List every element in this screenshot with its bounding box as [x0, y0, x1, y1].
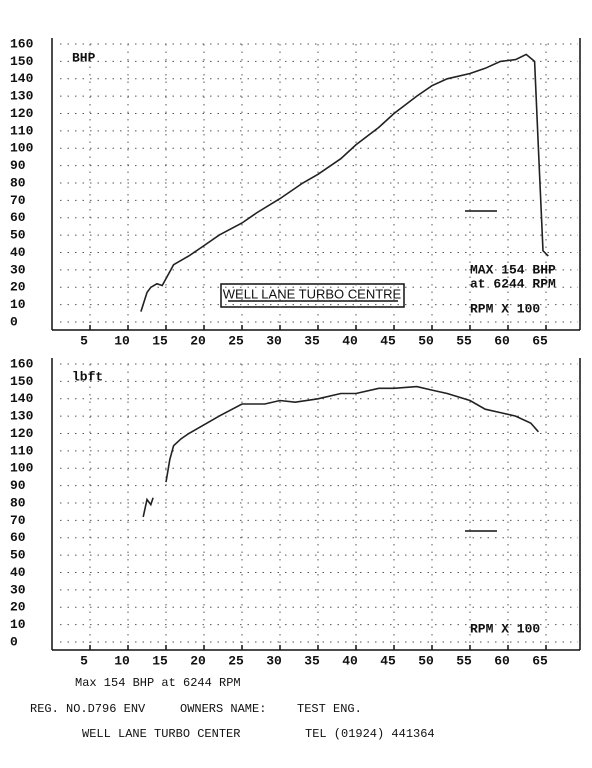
y-tick-label: 80: [10, 495, 26, 510]
x-tick-label: 55: [456, 333, 472, 348]
annotation: RPM X 100: [470, 621, 540, 636]
y-tick-label: 40: [10, 245, 26, 260]
x-tick-label: 10: [114, 653, 130, 668]
x-tick-label: 60: [494, 333, 510, 348]
x-tick-label: 30: [266, 333, 282, 348]
annotation: WELL LANE TURBO CENTRE: [223, 286, 402, 301]
y-tick-label: 50: [10, 228, 26, 243]
y-tick-label: 160: [10, 356, 34, 371]
x-tick-label: 15: [152, 333, 168, 348]
y-tick-label: 90: [10, 158, 26, 173]
y-tick-label: 30: [10, 582, 26, 597]
reg: REG. NO.D796 ENV: [30, 702, 146, 716]
y-tick-label: 40: [10, 565, 26, 580]
x-tick-label: 5: [80, 333, 88, 348]
x-tick-label: 50: [418, 653, 434, 668]
y-tick-label: 150: [10, 374, 34, 389]
x-tick-label: 15: [152, 653, 168, 668]
y-tick-label: 20: [10, 600, 26, 615]
y-tick-label: 110: [10, 123, 34, 138]
y-tick-label: 70: [10, 193, 26, 208]
y-tick-label: 120: [10, 106, 34, 121]
x-tick-label: 35: [304, 333, 320, 348]
y-tick-label: 120: [10, 426, 34, 441]
x-tick-label: 10: [114, 333, 130, 348]
y-tick-label: 80: [10, 175, 26, 190]
annotation: RPM X 100: [470, 301, 540, 316]
y-tick-label: 60: [10, 530, 26, 545]
y-tick-label: 140: [10, 391, 34, 406]
company: WELL LANE TURBO CENTER: [82, 727, 240, 741]
x-tick-label: 20: [190, 653, 206, 668]
x-tick-label: 45: [380, 333, 396, 348]
tel: TEL (01924) 441364: [305, 727, 435, 741]
curve: [142, 385, 540, 518]
y-tick-label: 100: [10, 461, 34, 476]
y-tick-label: 10: [10, 617, 26, 632]
x-tick-label: 5: [80, 653, 88, 668]
owner: OWNERS NAME:: [180, 702, 266, 716]
y-tick-label: 50: [10, 548, 26, 563]
y-tick-label: 60: [10, 210, 26, 225]
x-tick-label: 55: [456, 653, 472, 668]
engineer: TEST ENG.: [297, 702, 362, 716]
y-label: BHP: [72, 50, 96, 65]
x-tick-label: 25: [228, 333, 244, 348]
y-tick-label: 30: [10, 262, 26, 277]
y-tick-label: 0: [10, 634, 18, 649]
x-tick-label: 65: [532, 653, 548, 668]
x-tick-label: 35: [304, 653, 320, 668]
x-tick-label: 30: [266, 653, 282, 668]
x-tick-label: 25: [228, 653, 244, 668]
y-tick-label: 130: [10, 89, 34, 104]
curve: [140, 53, 549, 312]
x-tick-label: 45: [380, 653, 396, 668]
annotation: MAX 154 BHP: [470, 262, 556, 277]
x-tick-label: 40: [342, 333, 358, 348]
y-tick-label: 100: [10, 141, 34, 156]
x-tick-label: 50: [418, 333, 434, 348]
y-label: lbft: [72, 369, 103, 384]
y-tick-label: 140: [10, 71, 34, 86]
x-tick-label: 40: [342, 653, 358, 668]
annotation: at 6244 RPM: [470, 276, 556, 291]
y-tick-label: 160: [10, 36, 34, 51]
stamp-box: [220, 283, 405, 308]
summary: Max 154 BHP at 6244 RPM: [75, 676, 241, 690]
y-tick-label: 70: [10, 513, 26, 528]
y-tick-label: 110: [10, 443, 34, 458]
x-tick-label: 20: [190, 333, 206, 348]
y-tick-label: 150: [10, 54, 34, 69]
x-tick-label: 60: [494, 653, 510, 668]
y-tick-label: 0: [10, 314, 18, 329]
x-tick-label: 65: [532, 333, 548, 348]
y-tick-label: 130: [10, 409, 34, 424]
y-tick-label: 20: [10, 280, 26, 295]
y-tick-label: 10: [10, 297, 26, 312]
y-tick-label: 90: [10, 478, 26, 493]
